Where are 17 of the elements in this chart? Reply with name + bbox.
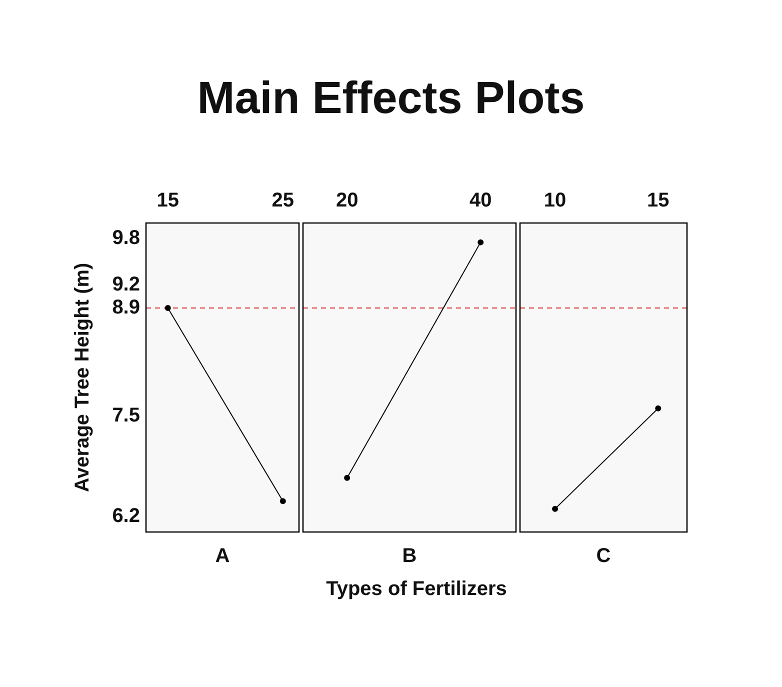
y-tick-label: 9.2 [112, 273, 140, 296]
x-tick-label: 15 [156, 190, 179, 212]
x-axis-title: C [596, 545, 611, 567]
x-tick-label: 10 [544, 190, 566, 212]
x-tick-label: 15 [647, 190, 670, 212]
y-axis-title: Average Tree Height (m) [72, 262, 94, 492]
y-tick-label: 8.9 [112, 296, 140, 318]
y-tick-label: 6.2 [112, 505, 140, 528]
x-tick-label: 25 [272, 190, 294, 212]
y-tick-label: 7.5 [112, 404, 140, 427]
y-tick-label: 9.8 [112, 226, 140, 249]
x-tick-label: 40 [469, 190, 492, 212]
text: Types of Fertilizers [326, 578, 507, 600]
x-axis-title: A [215, 545, 230, 567]
x-axis-title: B [402, 545, 417, 567]
text: Main Effects Plots [197, 72, 585, 123]
x-tick-label: 20 [336, 190, 358, 212]
